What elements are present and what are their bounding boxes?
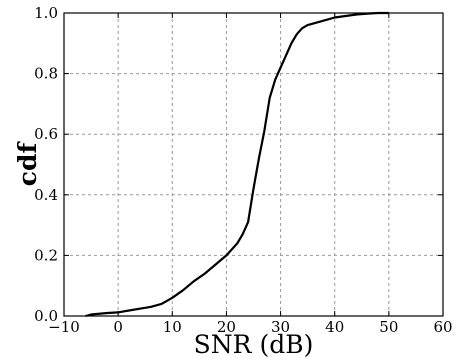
axes-frame: [63, 12, 444, 317]
x-tick-label: 0: [113, 318, 123, 336]
y-tick-label: 0.8: [34, 65, 58, 83]
plot-area: [85, 11, 389, 318]
x-tick-label: 10: [163, 318, 182, 336]
x-tick-label: 60: [433, 318, 452, 336]
y-axis-label: cdf: [13, 141, 42, 187]
x-axis-label: SNR (dB): [194, 330, 314, 359]
y-tick-label: 0.2: [34, 246, 58, 264]
y-tick-label: 1.0: [34, 4, 58, 22]
x-tick-label: 40: [325, 318, 344, 336]
grid: [64, 13, 443, 316]
y-tick-label: 0.4: [34, 186, 58, 204]
y-tick-label: 0.0: [34, 307, 58, 325]
y-tick-label: 0.6: [34, 125, 58, 143]
x-tick-label: −10: [48, 318, 80, 336]
cdf-line: [85, 11, 389, 318]
x-tick-label: 30: [271, 318, 290, 336]
x-tick-label: 20: [217, 318, 236, 336]
x-tick-label: 50: [379, 318, 398, 336]
ticks: −10 0 10 20 30 40 50 60 0.0 0.2 0.4 0.6 0.8 1.0: [34, 4, 452, 336]
